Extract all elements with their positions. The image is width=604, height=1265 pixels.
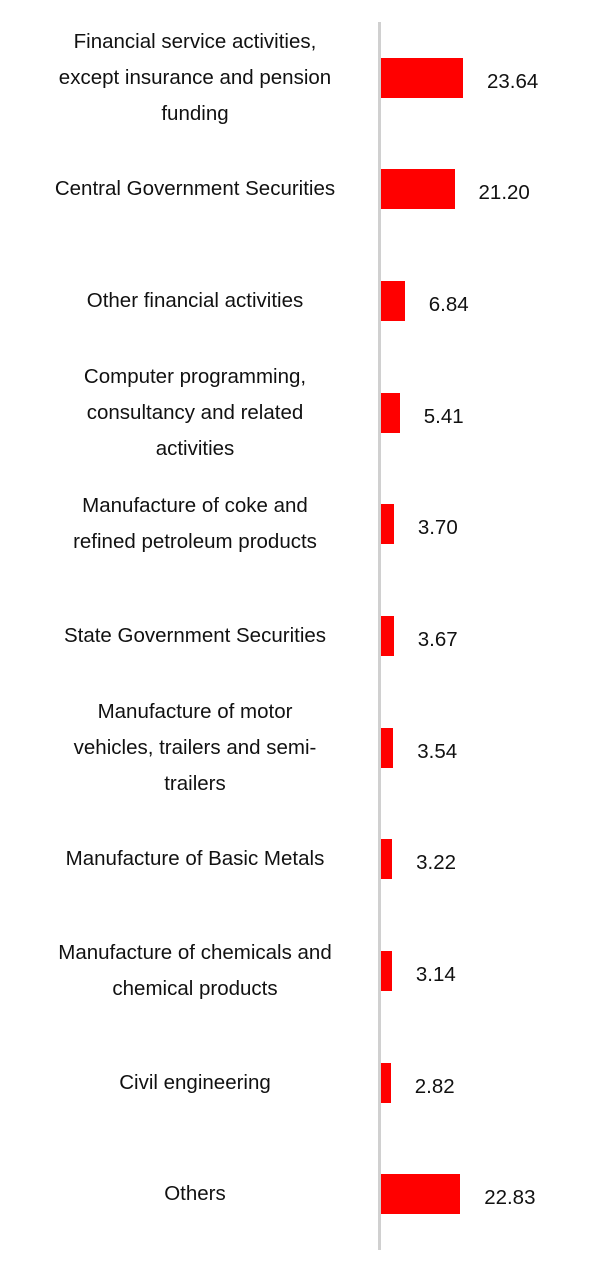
bar [381, 281, 405, 322]
category-label: Manufacture of Basic Metals [65, 847, 325, 871]
bar [381, 950, 392, 991]
category-label: State Government Securities [63, 624, 327, 647]
value-label: 21.20 [478, 181, 530, 205]
bar [381, 727, 394, 768]
category-label: Other financial activities [86, 289, 304, 313]
category-label: Computer programming, consultancy and re… [83, 364, 307, 460]
value-label: 2.82 [414, 1074, 455, 1098]
bar [381, 57, 463, 98]
value-label: 6.84 [428, 293, 469, 317]
y-axis-line [378, 22, 381, 1250]
bar [381, 616, 394, 656]
value-label: 3.67 [417, 628, 458, 651]
value-label: 3.22 [416, 851, 457, 875]
category-label: Financial service activities, except ins… [58, 29, 332, 125]
bar [381, 1062, 391, 1103]
bar [381, 504, 394, 545]
value-label: 3.54 [417, 739, 458, 763]
value-label: 3.14 [415, 962, 456, 986]
category-label: Central Government Securities [54, 177, 336, 201]
category-label: Manufacture of motor vehicles, trailers … [73, 699, 317, 795]
value-label: 3.70 [417, 516, 458, 540]
bar [381, 839, 393, 880]
category-label: Manufacture of coke and refined petroleu… [73, 494, 317, 554]
bar [381, 392, 400, 433]
bar [381, 169, 455, 210]
bar [381, 1174, 461, 1215]
category-label: Manufacture of chemicals and chemical pr… [58, 940, 332, 1000]
value-label: 5.41 [423, 404, 464, 428]
category-label: Civil engineering [119, 1070, 271, 1094]
value-label: 22.83 [484, 1186, 536, 1210]
category-label: Others [164, 1182, 226, 1206]
value-label: 23.64 [487, 69, 539, 93]
